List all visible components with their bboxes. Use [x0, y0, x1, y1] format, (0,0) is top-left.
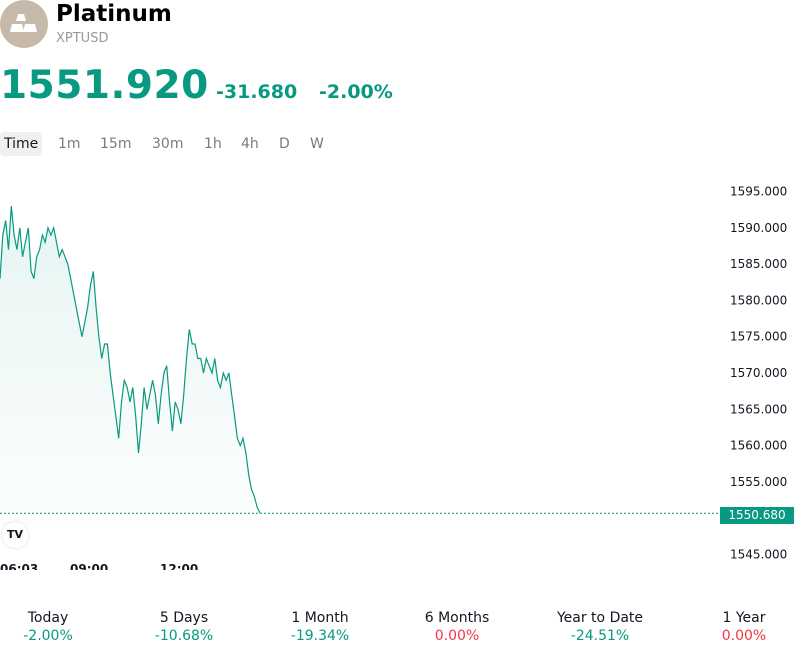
perf-6-months[interactable]: 6 Months 0.00% — [397, 610, 517, 644]
perf-year-to-date[interactable]: Year to Date -24.51% — [540, 610, 660, 644]
x-tick-label: 09:00 — [70, 562, 108, 570]
tradingview-logo-icon[interactable]: TV — [2, 522, 28, 548]
y-tick-label: 1590.000 — [730, 221, 787, 235]
perf-label: 5 Days — [159, 610, 209, 626]
y-tick-label: 1555.000 — [730, 475, 787, 489]
perf-value: 0.00% — [434, 628, 480, 644]
y-tick-label: 1585.000 — [730, 257, 787, 271]
perf-value: -19.34% — [290, 628, 350, 644]
perf-1-month[interactable]: 1 Month -19.34% — [260, 610, 380, 644]
y-tick-label: 1560.000 — [730, 439, 787, 453]
perf-today[interactable]: Today -2.00% — [0, 610, 108, 644]
tab-d[interactable]: D — [279, 136, 290, 152]
ticker-symbol: XPTUSD — [56, 31, 109, 46]
perf-value: 0.00% — [721, 628, 767, 644]
perf-5-days[interactable]: 5 Days -10.68% — [124, 610, 244, 644]
platinum-bars-icon — [0, 0, 48, 48]
perf-value: -24.51% — [570, 628, 630, 644]
perf-value: -10.68% — [154, 628, 214, 644]
tab-w[interactable]: W — [310, 136, 324, 152]
chart-canvas[interactable]: 1595.000 1590.000 1585.000 1580.000 1575.000… — [0, 170, 800, 570]
tab-1h[interactable]: 1h — [204, 136, 222, 152]
y-tick-label: 1565.000 — [730, 402, 787, 416]
perf-label: 6 Months — [424, 610, 490, 626]
tab-time[interactable]: Time — [0, 132, 42, 156]
perf-label: Today — [27, 610, 69, 626]
last-price-label: 1550.680 — [720, 507, 794, 524]
tab-15m[interactable]: 15m — [100, 136, 132, 152]
price-chart[interactable]: 1595.000 1590.000 1585.000 1580.000 1575.000… — [0, 170, 800, 570]
perf-label: 1 Month — [291, 610, 349, 626]
current-price: 1551.920 — [0, 63, 209, 108]
y-tick-label: 1580.000 — [730, 293, 787, 307]
perf-label: Year to Date — [556, 610, 644, 626]
y-tick-label: 1595.000 — [730, 185, 787, 199]
price-change-percent: -2.00% — [319, 81, 393, 103]
price-line — [0, 205, 261, 514]
perf-value: -2.00% — [23, 628, 73, 644]
price-area — [0, 206, 260, 526]
page-title: Platinum — [56, 1, 172, 27]
tab-4h[interactable]: 4h — [241, 136, 259, 152]
x-tick-label: 12:00 — [160, 562, 198, 570]
y-tick-label: 1570.000 — [730, 366, 787, 380]
price-change: -31.680 — [216, 81, 298, 103]
quote-row: 1551.920 -31.680 -2.00% — [0, 63, 800, 109]
header: Platinum XPTUSD — [0, 0, 800, 50]
y-tick-label: 1545.000 — [730, 548, 787, 562]
x-tick-label: 06:03 — [0, 562, 38, 570]
tab-30m[interactable]: 30m — [152, 136, 184, 152]
perf-1-year[interactable]: 1 Year 0.00% — [684, 610, 800, 644]
performance-bar: Today -2.00% 5 Days -10.68% 1 Month -19.… — [0, 610, 800, 655]
y-tick-label: 1575.000 — [730, 330, 787, 344]
perf-label: 1 Year — [722, 610, 766, 626]
tab-1m[interactable]: 1m — [58, 136, 81, 152]
